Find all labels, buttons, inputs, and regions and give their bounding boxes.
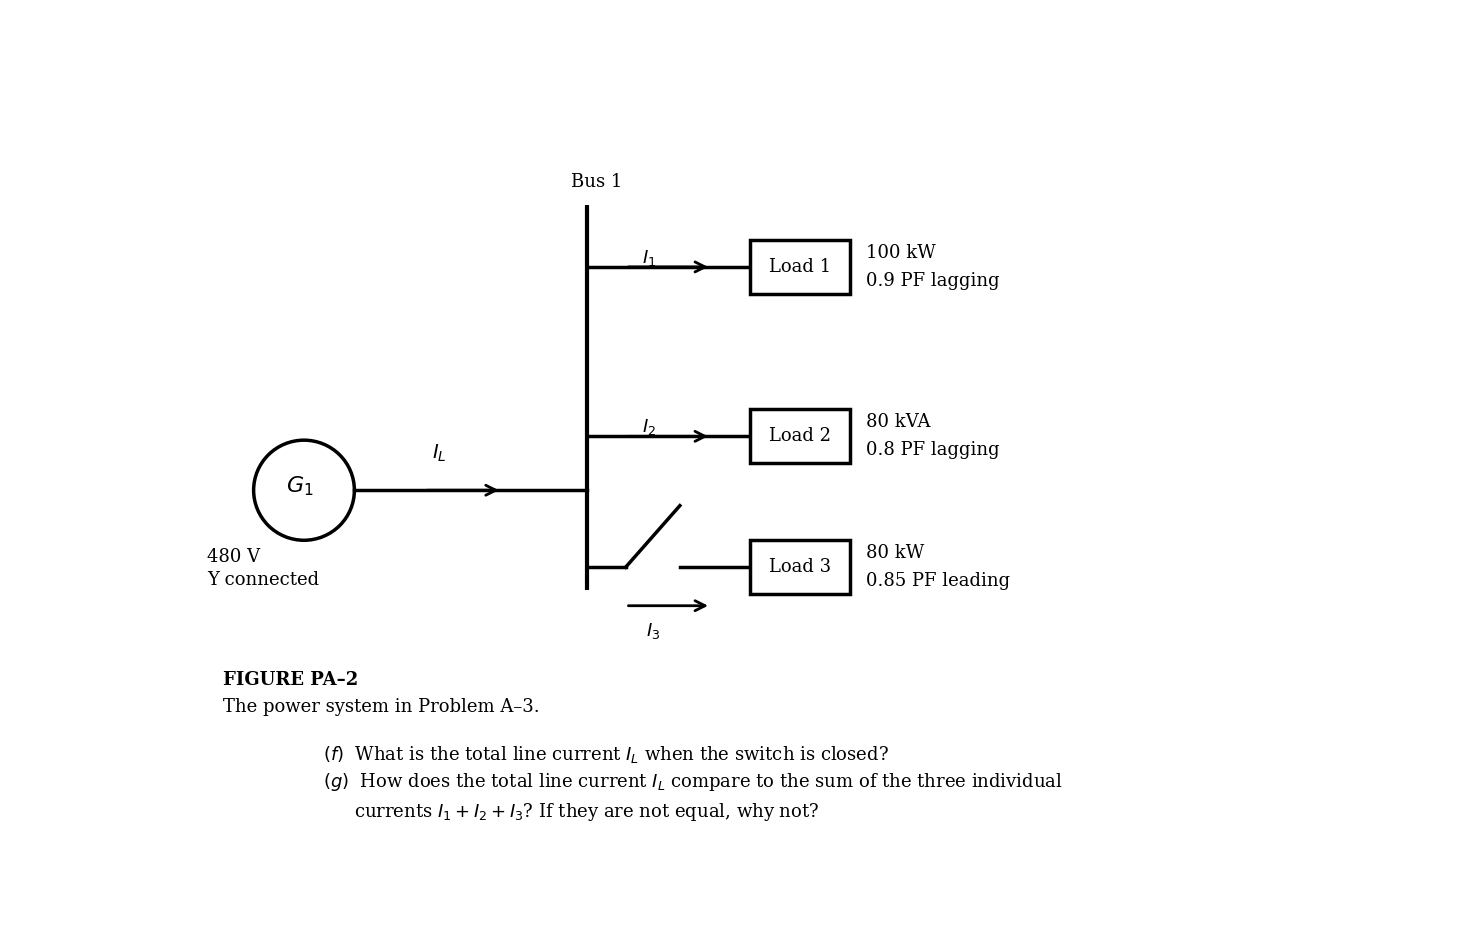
- Bar: [750, 409, 850, 463]
- Text: $I_2$: $I_2$: [641, 417, 656, 437]
- Text: $(g)$  How does the total line current $I_L$ compare to the sum of the three ind: $(g)$ How does the total line current $I…: [324, 772, 1064, 793]
- Text: $G_1$: $G_1$: [287, 474, 313, 498]
- Text: 80 kVA
0.8 PF lagging: 80 kVA 0.8 PF lagging: [866, 413, 999, 459]
- Text: Load 2: Load 2: [769, 427, 831, 445]
- Text: $I_3$: $I_3$: [646, 621, 660, 641]
- Text: $I_1$: $I_1$: [641, 247, 656, 267]
- Text: FIGURE PA–2: FIGURE PA–2: [222, 671, 357, 689]
- Text: 80 kW
0.85 PF leading: 80 kW 0.85 PF leading: [866, 544, 1011, 590]
- Bar: [750, 540, 850, 594]
- Text: 480 V: 480 V: [207, 548, 260, 566]
- Text: Load 3: Load 3: [769, 558, 831, 576]
- Text: $(f)$  What is the total line current $I_L$ when the switch is closed?: $(f)$ What is the total line current $I_…: [324, 744, 890, 765]
- Text: Bus 1: Bus 1: [571, 173, 622, 191]
- Bar: [750, 240, 850, 294]
- Text: Load 1: Load 1: [769, 258, 831, 276]
- Text: $I_L$: $I_L$: [432, 442, 447, 464]
- Text: 100 kW
0.9 PF lagging: 100 kW 0.9 PF lagging: [866, 244, 999, 290]
- Text: Y connected: Y connected: [207, 571, 319, 589]
- Text: The power system in Problem A–3.: The power system in Problem A–3.: [222, 698, 540, 716]
- Text: currents $I_1 + I_2 + I_3$? If they are not equal, why not?: currents $I_1 + I_2 + I_3$? If they are …: [355, 801, 819, 822]
